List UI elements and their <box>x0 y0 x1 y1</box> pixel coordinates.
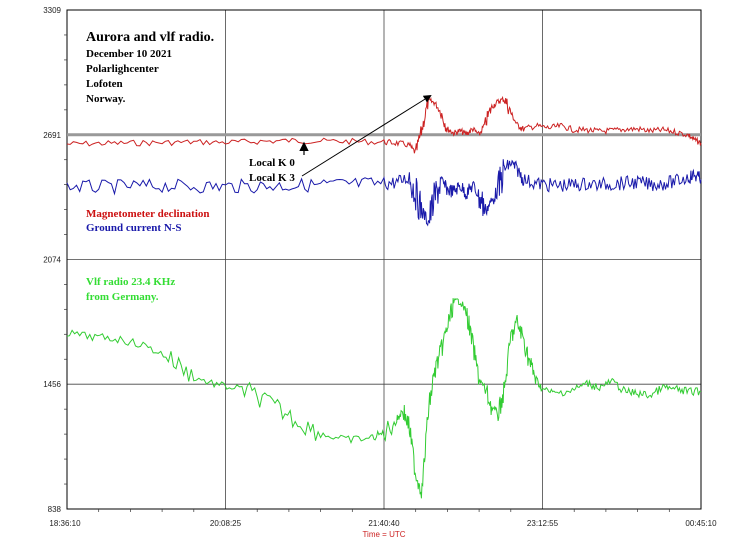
x-axis: 18:36:10 20:08:25 21:40:40 23:12:55 00:45:10 <box>49 509 717 528</box>
series-line-2 <box>66 297 702 499</box>
annotation-local-k3: Local K 3 <box>249 172 295 184</box>
k3-arrow <box>301 94 432 177</box>
x-tick-label: 00:45:10 <box>685 519 717 528</box>
plot-frame <box>66 9 702 510</box>
annotation-local-k0: Local K 0 <box>249 157 295 169</box>
legend-vlf-line1: Vlf radio 23.4 KHz <box>86 276 175 288</box>
annotation-line-country: Norway. <box>86 93 126 105</box>
annotation-line-place: Lofoten <box>86 78 123 90</box>
y-tick-label: 838 <box>48 505 62 514</box>
x-axis-label: Time = UTC <box>362 530 405 539</box>
annotation-line-date: December 10 2021 <box>86 48 172 60</box>
y-tick-label: 3309 <box>43 6 61 15</box>
chart-grid <box>67 10 701 509</box>
y-tick-label: 1456 <box>43 380 61 389</box>
series-line-1 <box>66 159 702 227</box>
y-axis: 838 1456 2074 2691 3309 <box>43 6 67 514</box>
x-tick-label: 18:36:10 <box>49 519 81 528</box>
chart-annotation-title: Aurora and vlf radio. <box>86 30 214 45</box>
legend-ground-current: Ground current N-S <box>86 222 182 234</box>
y-tick-label: 2691 <box>43 131 61 140</box>
annotation-line-center: Polarlighcenter <box>86 63 159 75</box>
y-tick-label: 2074 <box>43 255 61 264</box>
x-tick-label: 23:12:55 <box>527 519 559 528</box>
legend-magnetometer: Magnetometer declination <box>86 208 210 220</box>
x-tick-label: 21:40:40 <box>368 519 400 528</box>
legend-vlf-line2: from Germany. <box>86 291 159 303</box>
x-tick-label: 20:08:25 <box>210 519 242 528</box>
